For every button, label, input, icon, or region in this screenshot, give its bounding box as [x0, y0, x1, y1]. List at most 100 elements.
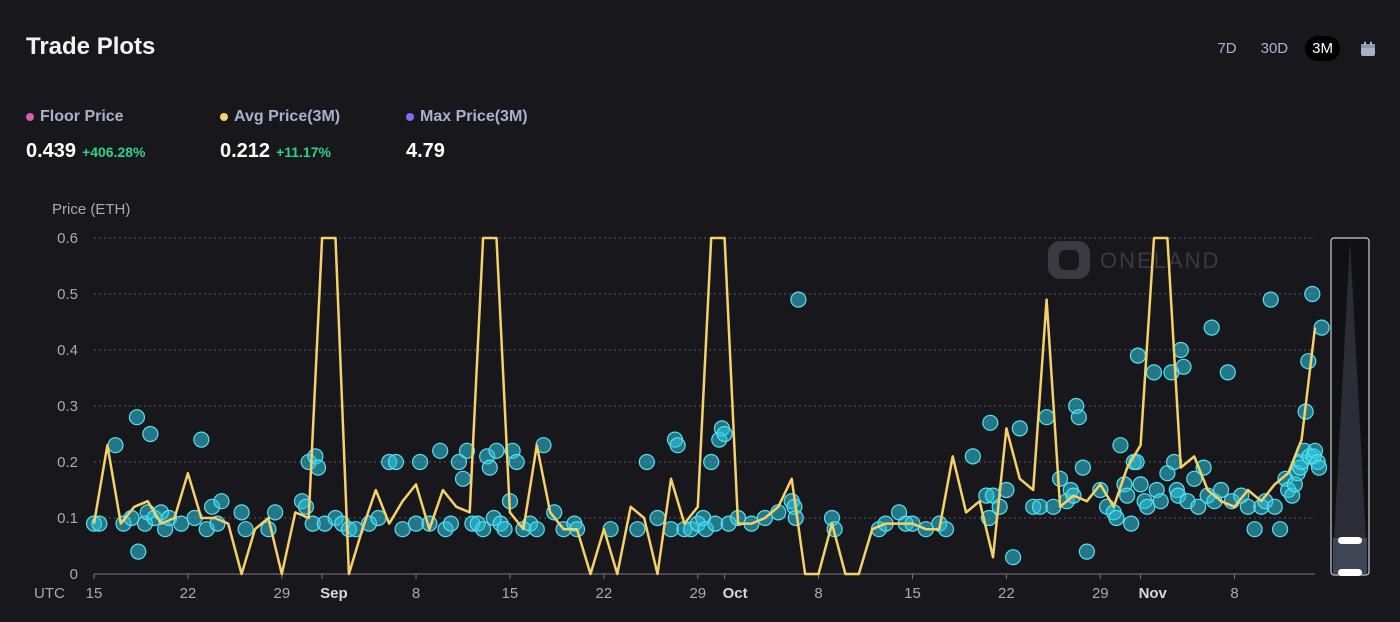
trade-point[interactable] — [1119, 487, 1136, 504]
trade-point[interactable] — [267, 504, 284, 521]
trade-point[interactable] — [1139, 498, 1156, 515]
trade-point[interactable] — [458, 442, 476, 459]
trade-point[interactable] — [1038, 409, 1055, 426]
x-tick-label: 8 — [412, 585, 420, 602]
trade-point[interactable] — [508, 453, 525, 471]
watermark-text: ONELAND — [1100, 248, 1220, 273]
navigator-handle-top[interactable] — [1338, 537, 1362, 544]
trade-point[interactable] — [454, 470, 472, 487]
trade-point[interactable] — [488, 442, 505, 459]
x-tick-label: 15 — [86, 585, 103, 602]
trade-point[interactable] — [1129, 347, 1146, 364]
trade-point[interactable] — [528, 521, 545, 538]
avg-price-dot — [220, 113, 228, 121]
trade-point[interactable] — [1051, 470, 1069, 487]
trade-point[interactable] — [407, 515, 425, 532]
trade-point[interactable] — [450, 453, 468, 471]
trade-point[interactable] — [982, 414, 999, 431]
trade-point[interactable] — [1313, 319, 1330, 336]
trade-point[interactable] — [193, 431, 210, 448]
x-tick-label: 29 — [689, 585, 706, 602]
floor-price-value: 0.439 — [26, 140, 77, 162]
trade-point[interactable] — [1070, 409, 1087, 426]
floor-price-change: +406.28% — [82, 144, 146, 160]
trade-point[interactable] — [1092, 481, 1109, 499]
trade-point[interactable] — [107, 437, 124, 454]
trade-point[interactable] — [1262, 291, 1279, 308]
trade-point[interactable] — [1172, 341, 1189, 359]
range-navigator[interactable] — [1330, 237, 1370, 576]
trade-point[interactable] — [481, 459, 498, 476]
y-tick-label: 0.3 — [57, 398, 78, 415]
trade-point[interactable] — [1219, 364, 1236, 381]
trade-point[interactable] — [669, 437, 686, 454]
trade-point[interactable] — [1031, 498, 1049, 515]
trade-point[interactable] — [964, 448, 981, 465]
trade-point[interactable] — [496, 521, 513, 538]
y-tick-label: 0.5 — [57, 286, 78, 303]
trade-point[interactable] — [790, 291, 807, 308]
trade-point[interactable] — [142, 425, 159, 443]
trade-point[interactable] — [1272, 521, 1289, 538]
trade-point[interactable] — [703, 453, 720, 471]
trade-point[interactable] — [629, 521, 646, 538]
trade-point[interactable] — [1203, 319, 1220, 336]
trade-point[interactable] — [1300, 353, 1317, 370]
trade-point[interactable] — [1132, 476, 1149, 493]
range-tabs: 7D 30D 3M — [1210, 36, 1376, 61]
max-price-dot — [406, 113, 414, 121]
trade-point[interactable] — [1175, 358, 1192, 375]
trade-point[interactable] — [411, 453, 429, 471]
x-tick-label: 15 — [502, 585, 519, 602]
trade-point[interactable] — [1239, 498, 1257, 515]
trade-point[interactable] — [1112, 437, 1129, 454]
tab-7d[interactable]: 7D — [1217, 40, 1237, 57]
trade-point[interactable] — [707, 515, 724, 532]
trade-point[interactable] — [1078, 543, 1096, 560]
trade-point[interactable] — [432, 442, 449, 459]
trade-point[interactable] — [442, 515, 460, 532]
trade-point[interactable] — [297, 498, 315, 515]
trade-point[interactable] — [716, 425, 733, 443]
trade-point[interactable] — [237, 521, 254, 538]
trade-point[interactable] — [128, 409, 146, 426]
trade-point[interactable] — [1246, 521, 1263, 538]
trade-point[interactable] — [1108, 509, 1125, 527]
trade-point[interactable] — [1074, 459, 1091, 476]
y-tick-label: 0.6 — [57, 230, 78, 247]
stat-avg-price: Avg Price(3M) 0.212 +11.17% — [220, 108, 354, 163]
trade-point[interactable] — [649, 509, 666, 527]
calendar-icon[interactable] — [1360, 41, 1376, 57]
trade-point[interactable] — [1152, 493, 1169, 510]
trade-point[interactable] — [309, 459, 327, 476]
x-tick-label: Sep — [320, 585, 348, 602]
trade-point[interactable] — [475, 521, 492, 538]
tab-3m[interactable]: 3M — [1305, 36, 1340, 61]
trade-point[interactable] — [1212, 481, 1230, 499]
trade-point[interactable] — [213, 493, 230, 510]
trade-point[interactable] — [1304, 285, 1321, 303]
trade-point[interactable] — [387, 453, 404, 471]
trade-point[interactable] — [1310, 459, 1328, 476]
trade-point[interactable] — [1145, 364, 1163, 381]
trade-point[interactable] — [1266, 498, 1283, 515]
trade-point[interactable] — [1011, 420, 1028, 437]
trade-point[interactable] — [1123, 515, 1140, 532]
x-tick-label: 22 — [596, 585, 613, 602]
navigator-handle-bottom[interactable] — [1338, 569, 1362, 576]
trade-point[interactable] — [394, 521, 411, 538]
trade-point[interactable] — [130, 543, 147, 560]
x-tick-label: 29 — [1092, 585, 1109, 602]
trade-point[interactable] — [173, 515, 190, 532]
x-tick-label: 22 — [180, 585, 197, 602]
trade-point[interactable] — [1186, 470, 1203, 487]
trade-point[interactable] — [638, 453, 655, 471]
tab-30d[interactable]: 30D — [1260, 40, 1289, 57]
x-tick-label: 8 — [1230, 585, 1238, 602]
x-tick-label: 8 — [814, 585, 822, 602]
stat-floor-price: Floor Price 0.439 +406.28% — [26, 108, 168, 163]
x-tick-label: 29 — [274, 585, 291, 602]
trade-point[interactable] — [233, 504, 250, 521]
trade-point[interactable] — [1005, 549, 1022, 566]
trade-point[interactable] — [1190, 498, 1207, 515]
